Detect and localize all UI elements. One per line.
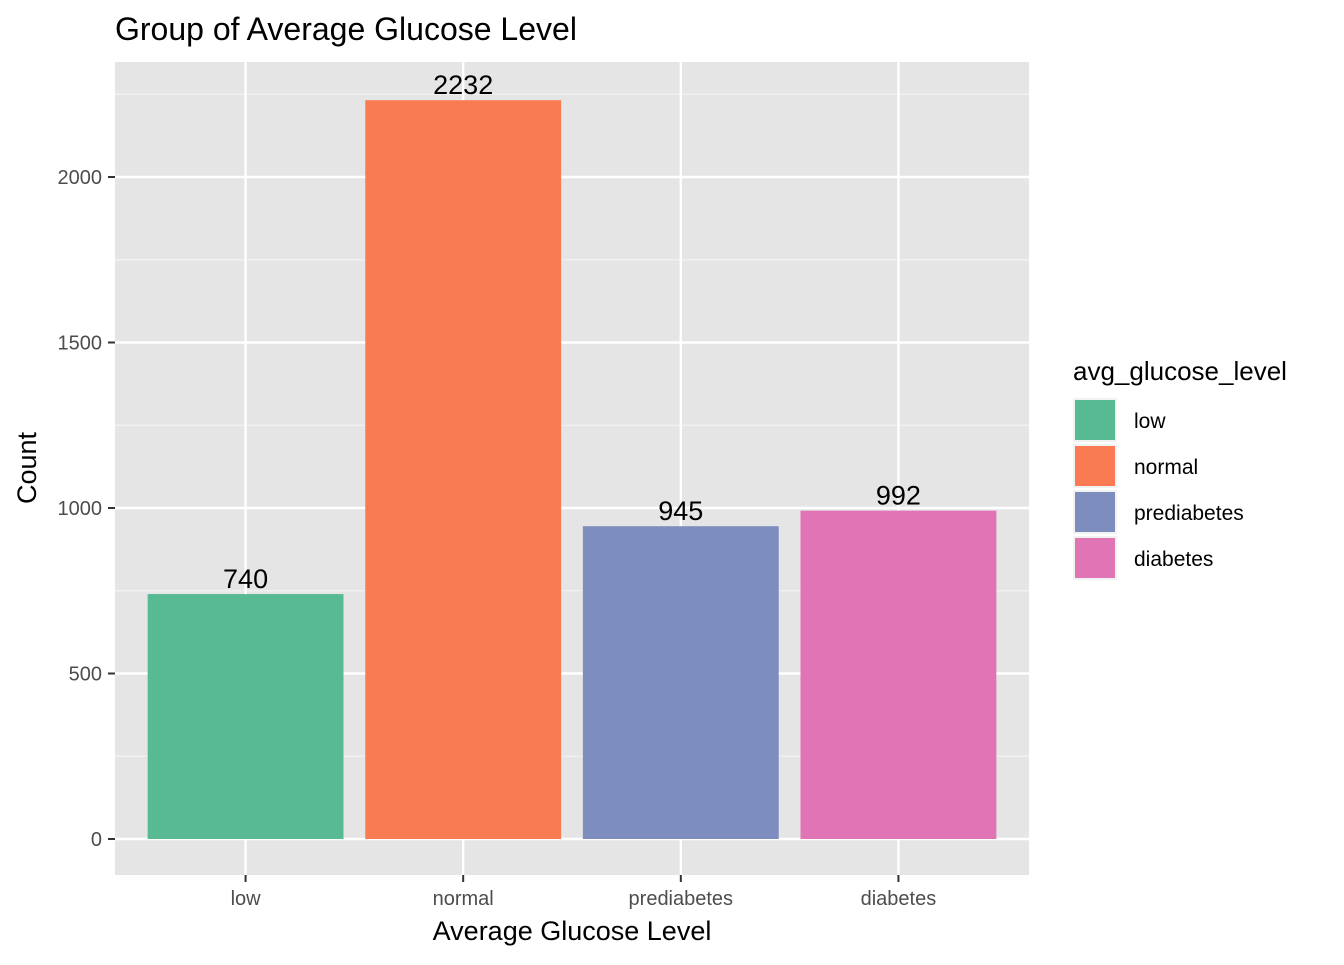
axes: 0 500 1000 1500 2000 low normal prediabetes diab… [58, 167, 937, 910]
legend-swatch-normal [1075, 446, 1115, 486]
legend-swatch-prediabetes [1075, 492, 1115, 532]
legend-title: avg_glucose_level [1073, 356, 1287, 386]
legend-swatch-diabetes [1075, 538, 1115, 578]
y-tick-label: 1000 [58, 498, 103, 520]
legend-item-label: normal [1134, 456, 1198, 479]
bars [147, 100, 997, 839]
bar-value-label: 740 [223, 564, 268, 594]
x-tick-label: diabetes [861, 888, 937, 910]
legend-swatch-low [1075, 400, 1115, 440]
legend: avg_glucose_level low normal prediabetes di… [1073, 356, 1287, 580]
data-labels: 740 2232 945 992 [223, 70, 921, 594]
bar-value-label: 945 [658, 496, 703, 526]
bar-prediabetes [582, 526, 779, 839]
y-tick-label: 500 [69, 664, 102, 686]
y-axis-title: Count [12, 431, 42, 504]
x-tick-label: prediabetes [629, 888, 734, 910]
y-tick-label: 0 [91, 829, 102, 851]
y-tick-label: 1500 [58, 333, 103, 355]
bar-diabetes [800, 510, 997, 839]
x-tick-label: normal [433, 888, 494, 910]
y-tick-label: 2000 [58, 167, 103, 189]
legend-item-label: low [1134, 410, 1166, 433]
x-tick-label: low [231, 888, 262, 910]
chart-title: Group of Average Glucose Level [115, 11, 577, 47]
bar-value-label: 992 [876, 481, 921, 511]
x-axis-title: Average Glucose Level [433, 916, 712, 946]
legend-item-label: diabetes [1134, 548, 1213, 571]
legend-item-label: prediabetes [1134, 502, 1244, 525]
bar-value-label: 2232 [433, 70, 493, 100]
bar-normal [365, 100, 562, 839]
bar-low [147, 594, 344, 839]
